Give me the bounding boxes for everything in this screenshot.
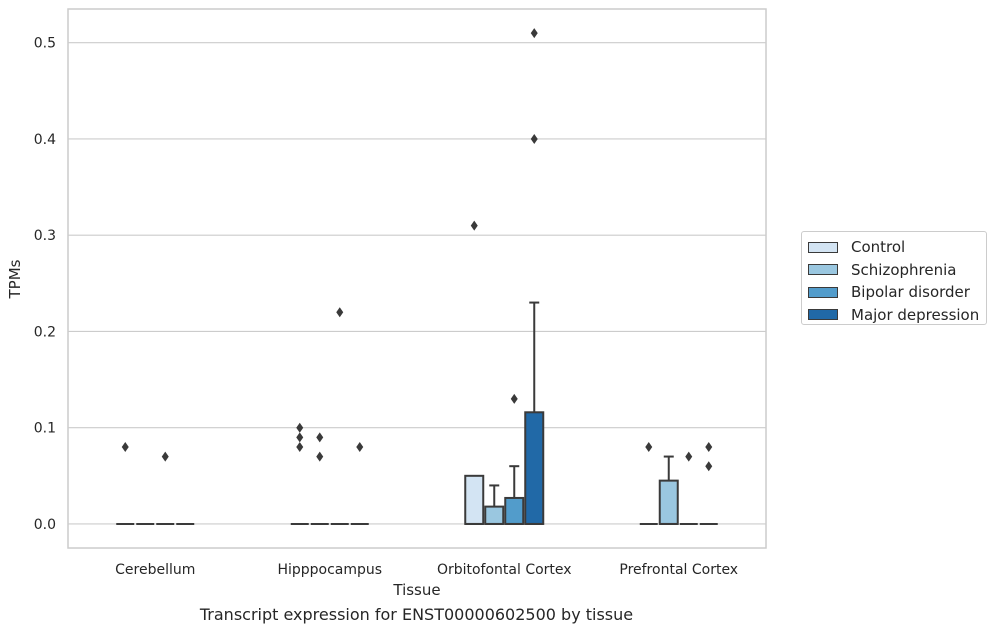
box-body <box>524 411 545 525</box>
outlier-point <box>121 441 129 452</box>
outlier-point <box>685 451 693 462</box>
x-tick-label: Cerebellum <box>115 562 195 578</box>
gridlines <box>68 42 766 525</box>
outlier-point <box>296 432 304 443</box>
x-tick-label: Hipppocampus <box>277 562 382 578</box>
outlier-point <box>470 220 478 231</box>
legend-swatch <box>808 309 838 321</box>
outlier-point <box>356 441 364 452</box>
y-axis-label: TPMs <box>6 259 24 299</box>
legend-label: Major depression <box>851 305 980 324</box>
x-axis-label: Tissue <box>392 581 440 599</box>
outlier-point <box>296 422 304 433</box>
y-tick-label: 0.1 <box>34 421 56 437</box>
y-tick-label: 0.0 <box>34 517 56 533</box>
outlier-point <box>705 461 713 472</box>
outlier-point <box>296 441 304 452</box>
outlier-point <box>316 432 324 443</box>
box-body <box>464 474 485 525</box>
legend-swatch <box>808 286 838 298</box>
y-tick-label: 0.3 <box>34 228 56 244</box>
outlier-point <box>510 393 518 404</box>
legend-swatch <box>808 241 838 253</box>
legend-item-bipolar-disorder: Bipolar disorder <box>808 281 986 304</box>
axis-ticks: 0.0 0.1 0.2 0.3 0.4 0.5 Cerebellum Hipppocampus… <box>34 36 738 578</box>
x-tick-label: Prefrontal Cortex <box>619 562 738 578</box>
y-tick-label: 0.5 <box>34 36 56 52</box>
legend-label: Schizophrenia <box>851 260 957 279</box>
outlier-point <box>645 441 653 452</box>
outlier-point <box>705 441 713 452</box>
legend-item-schizophrenia: Schizophrenia <box>808 259 986 282</box>
x-tick-label: Orbitofontal Cortex <box>437 562 572 578</box>
box-body <box>484 505 505 525</box>
outlier-point <box>530 133 538 144</box>
chart-caption: Transcript expression for ENST0000060250… <box>199 605 634 624</box>
outlier-point <box>336 307 344 318</box>
legend-label: Bipolar disorder <box>851 283 970 302</box>
box-body <box>658 479 679 525</box>
legend-item-major-depression: Major depression <box>808 304 986 327</box>
box-body <box>504 496 525 525</box>
y-tick-label: 0.2 <box>34 324 56 340</box>
y-tick-label: 0.4 <box>34 132 56 148</box>
outlier-point <box>530 28 538 39</box>
plot-area-frame <box>67 8 767 549</box>
outlier-point <box>161 451 169 462</box>
legend: Control Schizophrenia Bipolar disorder M… <box>801 231 987 325</box>
legend-item-control: Control <box>808 236 986 259</box>
legend-swatch <box>808 264 838 276</box>
outlier-point <box>316 451 324 462</box>
box-plot-boxes <box>116 28 718 525</box>
legend-label: Control <box>851 238 906 257</box>
